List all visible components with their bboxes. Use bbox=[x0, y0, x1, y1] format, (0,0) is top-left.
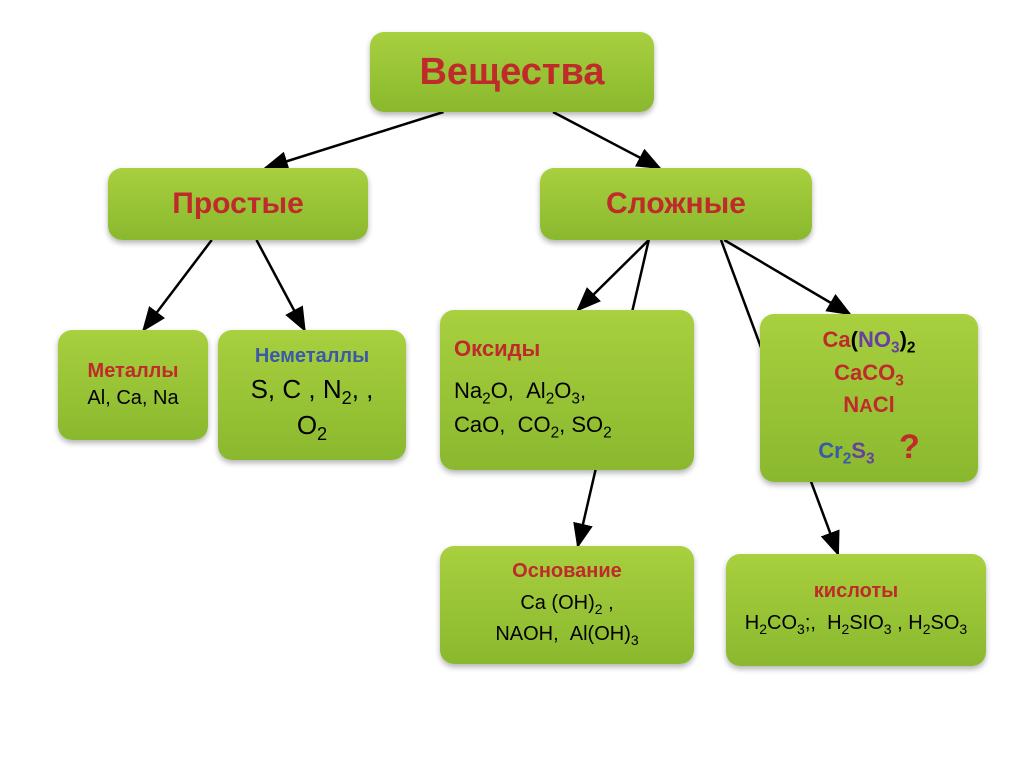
base-label: Основание bbox=[512, 560, 622, 583]
oxides-body: Na2O, Al2O3, CaO, CO2, SO2 bbox=[454, 376, 680, 444]
nonmetals-label: Неметаллы bbox=[255, 345, 369, 368]
metals-body: Al, Ca, Na bbox=[87, 387, 178, 410]
node-oxides: Оксиды Na2O, Al2O3, CaO, CO2, SO2 bbox=[440, 310, 694, 470]
salts-line-4: Cr2S3 ? bbox=[818, 428, 920, 468]
salts-line-1: Ca(NO3)2 bbox=[823, 327, 916, 357]
salts-line-3: NACl bbox=[843, 392, 894, 418]
node-salts: Ca(NO3)2 CaCO3 NACl Cr2S3 ? bbox=[760, 314, 978, 482]
oxides-label: Оксиды bbox=[454, 336, 540, 362]
node-acids: кислоты H2CO3;, H2SIO3 , H2SO3 bbox=[726, 554, 986, 666]
root-title: Вещества bbox=[419, 51, 604, 94]
node-simple: Простые bbox=[108, 168, 368, 240]
node-root: Вещества bbox=[370, 32, 654, 112]
nonmetals-body: S, C , N2, , O2 bbox=[232, 374, 392, 444]
base-body: Ca (OH)2 , NAOH, Al(OH)3 bbox=[454, 589, 680, 650]
node-base: Основание Ca (OH)2 , NAOH, Al(OH)3 bbox=[440, 546, 694, 664]
salts-line-2: CaCO3 bbox=[834, 360, 904, 390]
node-metals: Металлы Al, Ca, Na bbox=[58, 330, 208, 440]
node-nonmetals: Неметаллы S, C , N2, , O2 bbox=[218, 330, 406, 460]
node-complex: Сложные bbox=[540, 168, 812, 240]
simple-title: Простые bbox=[172, 187, 304, 221]
metals-label: Металлы bbox=[88, 360, 179, 383]
acids-label: кислоты bbox=[814, 580, 898, 603]
acids-body: H2CO3;, H2SIO3 , H2SO3 bbox=[745, 609, 967, 640]
complex-title: Сложные bbox=[606, 187, 746, 221]
